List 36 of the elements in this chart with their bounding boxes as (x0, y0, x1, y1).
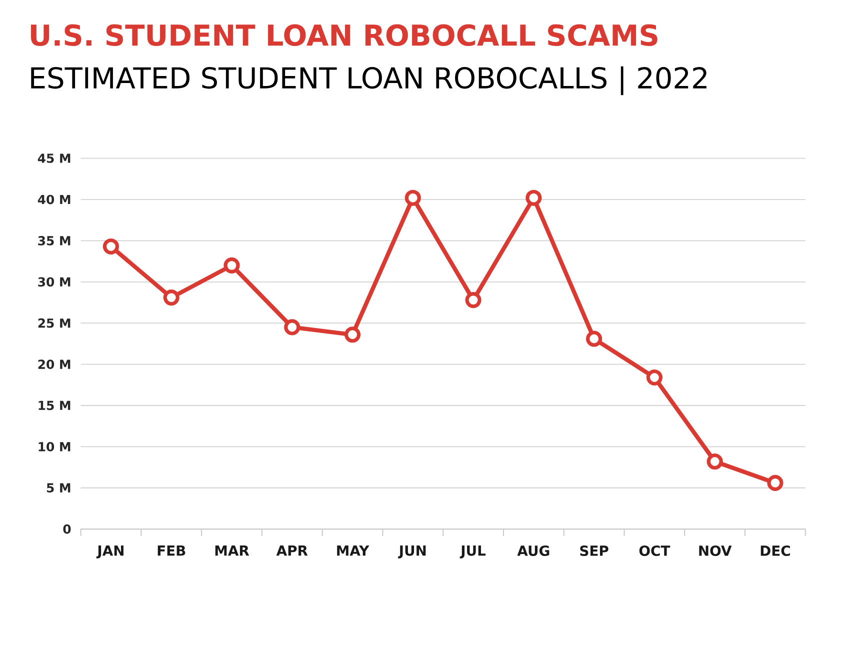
point (526, 190, 542, 206)
point (404, 190, 421, 206)
y-tick-label: 10 M (38, 442, 70, 452)
y-tick-label: 35 M (38, 236, 70, 246)
x-tick-label: APR (276, 545, 308, 556)
chart-title: U.S. STUDENT LOAN ROBOCALL SCAMS (31, 24, 658, 46)
x-tick-label: SEP (580, 545, 608, 556)
point (646, 369, 662, 386)
point (465, 292, 482, 308)
point (767, 474, 784, 491)
y-tick-label: 40 M (38, 194, 70, 204)
x-tick-label: MAR (215, 545, 250, 556)
point (706, 453, 723, 470)
x-tick-label: MAY (337, 545, 370, 556)
x-tick-label: AUG (517, 545, 550, 556)
x-tick-label: JUL (460, 545, 486, 558)
y-tick-label: 30 M (38, 277, 70, 286)
point (284, 319, 300, 336)
x-tick-label: OCT (639, 545, 670, 556)
point (224, 257, 240, 274)
x-tick-label: DEC (760, 545, 790, 556)
x-tick-label: JAN (96, 545, 124, 558)
point (586, 330, 602, 347)
chart-subtitle: ESTIMATED STUDENT LOAN ROBOCALLS | 2022 (31, 66, 706, 96)
point (163, 289, 180, 306)
x-tick-label: FEB (158, 545, 186, 556)
x-tick-label: JUN (398, 545, 426, 558)
y-tick-label: 20 M (38, 360, 70, 369)
point (102, 238, 119, 254)
y-tick-label: 25 M (38, 318, 70, 328)
y-tick-label: 15 M (38, 400, 70, 410)
point (344, 326, 361, 343)
x-tick-label: NOV (699, 545, 732, 556)
y-tick-label: 5 M (46, 483, 70, 492)
y-tick-label: 0 (63, 524, 71, 534)
y-tick-label: 45 M (38, 154, 70, 163)
